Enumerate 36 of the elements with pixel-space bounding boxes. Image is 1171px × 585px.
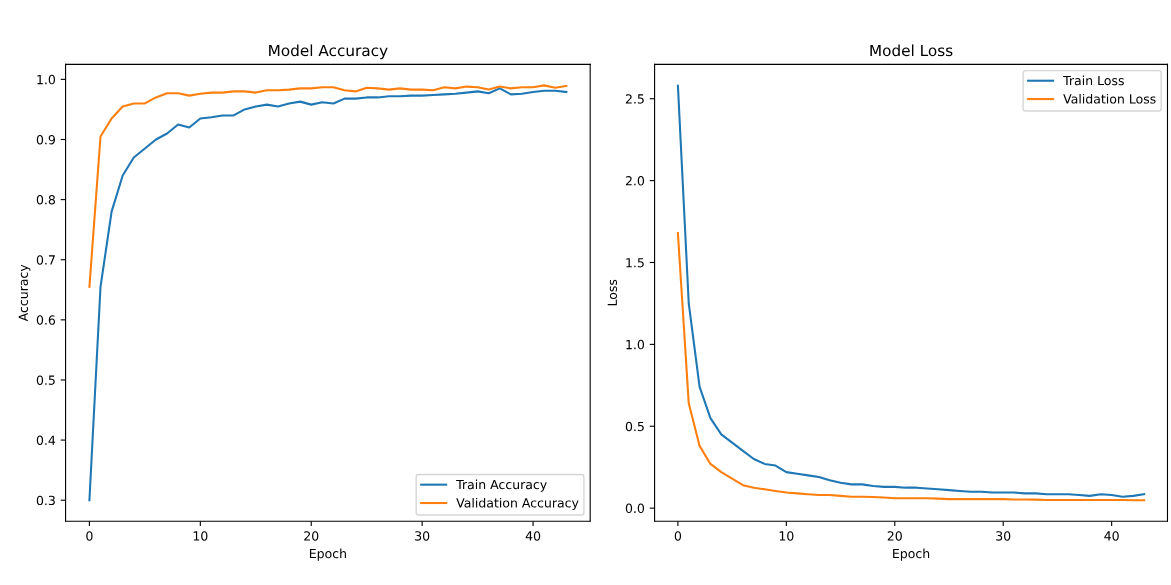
y-tick-label: 0.5 [625, 421, 644, 432]
y-tick-label: 2.0 [625, 176, 645, 186]
x-tick-label: 30 [415, 531, 430, 541]
x-axis-title: Epoch [893, 548, 930, 561]
x-tick-label: 20 [304, 531, 319, 541]
x-tick-label: 0 [86, 531, 93, 541]
y-tick-label: 0.4 [36, 435, 56, 445]
x-tick-label: 10 [779, 531, 794, 541]
line-series [676, 231, 1146, 502]
y-tick-label: 0.7 [36, 255, 55, 265]
legend-label: Validation Accuracy [456, 497, 579, 510]
x-tick-label: 40 [1104, 531, 1119, 541]
legend-label: Train Loss [1063, 75, 1124, 86]
x-tick-label: 10 [193, 531, 208, 541]
y-tick-label: 0.6 [36, 315, 56, 325]
y-axis-title: Loss [607, 279, 618, 306]
y-tick-label: 1.5 [626, 258, 644, 268]
x-tick-label: 20 [887, 531, 902, 541]
y-tick-label: 0.8 [36, 195, 55, 205]
line-series [88, 84, 568, 288]
legend-label: Validation Loss [1063, 93, 1156, 104]
y-tick-label: 0.3 [36, 495, 55, 506]
y-tick-label: 0.0 [625, 503, 645, 514]
y-tick-label: 1.0 [37, 74, 56, 85]
chart-title: Model Loss [870, 44, 953, 57]
y-tick-label: 0.9 [36, 134, 55, 145]
x-tick-label: 0 [674, 531, 682, 541]
y-tick-label: 1.0 [626, 339, 645, 350]
y-tick-label: 2.5 [625, 94, 644, 104]
chart-title: Model Accuracy [269, 44, 388, 60]
x-tick-label: 30 [996, 531, 1011, 541]
legend-label: Train Accuracy [456, 479, 547, 492]
x-tick-label: 40 [525, 531, 541, 541]
y-axis-title: Accuracy [18, 264, 31, 322]
y-tick-label: 0.5 [36, 375, 55, 385]
x-axis-title: Epoch [309, 548, 346, 561]
